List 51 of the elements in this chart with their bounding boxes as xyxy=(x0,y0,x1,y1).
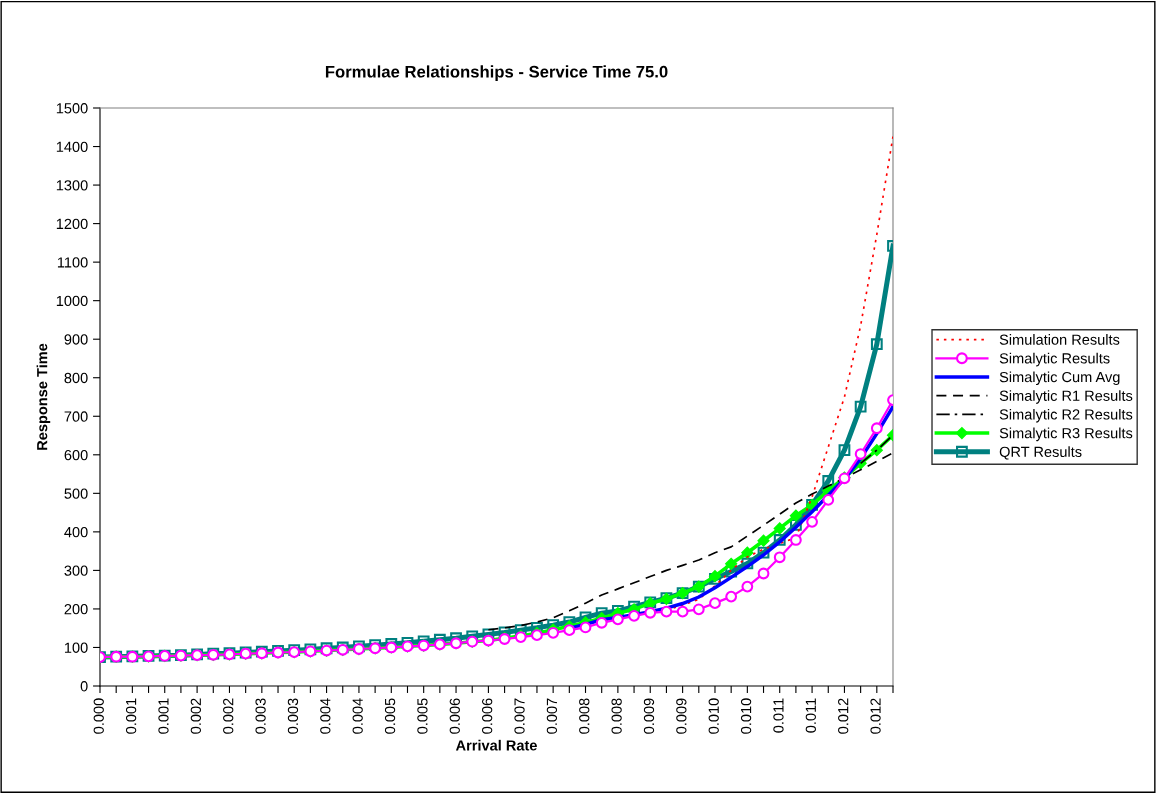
y-tick-label: 1200 xyxy=(56,218,88,230)
x-tick-label: 0.009 xyxy=(643,698,655,734)
x-tick-label: 0.012 xyxy=(838,698,849,734)
y-tick-label: 1300 xyxy=(56,180,88,191)
x-tick-label: 0.005 xyxy=(384,698,396,734)
x-tick-label: 0.007 xyxy=(514,698,525,734)
y-tick-label: 600 xyxy=(64,449,88,461)
x-tick-label: 0.008 xyxy=(611,698,622,734)
y-tick-label: 1400 xyxy=(56,141,88,152)
y-tick-label: 1000 xyxy=(56,295,88,307)
y-axis-title: Response Time xyxy=(36,343,51,450)
x-tick-label: 0.005 xyxy=(417,698,428,734)
y-tick-label: 300 xyxy=(64,565,88,576)
x-tick-label: 0.004 xyxy=(320,698,331,734)
x-tick-label: 0.010 xyxy=(740,698,752,734)
y-tick-label: 100 xyxy=(64,642,88,653)
x-tick-label: 0.008 xyxy=(579,698,590,734)
legend-label: QRT Results xyxy=(999,446,1082,460)
x-tick-label: 0.003 xyxy=(255,698,266,734)
x-tick-label: 0.001 xyxy=(158,698,169,734)
x-tick-label: 0.002 xyxy=(223,698,234,734)
legend-label: Simulation Results xyxy=(999,334,1120,345)
legend-label: Simalytic Results xyxy=(999,352,1110,367)
chart-title: Formulae Relationships - Service Time 75.0 xyxy=(325,65,668,81)
x-axis-title: Arrival Rate xyxy=(455,739,537,751)
y-tick-label: 1100 xyxy=(57,257,88,268)
y-tick-label: 0 xyxy=(80,681,88,692)
x-tick-label: 0.007 xyxy=(546,698,558,734)
x-tick-label: 0.012 xyxy=(870,698,881,734)
legend-label: Simalytic R1 Results xyxy=(999,390,1133,404)
x-tick-label: 0.006 xyxy=(482,698,493,734)
y-tick-label: 500 xyxy=(64,488,88,499)
y-tick-label: 1500 xyxy=(56,103,88,114)
x-tick-label: 0.010 xyxy=(708,698,719,734)
x-tick-label: 0.004 xyxy=(352,698,363,734)
x-tick-label: 0.003 xyxy=(287,698,299,734)
x-tick-label: 0.009 xyxy=(676,698,687,734)
x-tick-label: 0.000 xyxy=(93,698,104,734)
legend-label: Simalytic R3 Results xyxy=(999,427,1133,442)
y-tick-label: 800 xyxy=(64,372,88,384)
x-tick-label: 0.002 xyxy=(190,698,202,734)
legend-label: Simalytic R2 Results xyxy=(999,408,1133,423)
y-tick-label: 400 xyxy=(64,526,88,538)
y-tick-label: 700 xyxy=(64,411,88,422)
y-tick-label: 900 xyxy=(64,334,88,345)
x-tick-label: 0.001 xyxy=(125,698,137,734)
y-tick-label: 200 xyxy=(64,604,88,615)
x-tick-label: 0.011 xyxy=(805,698,816,733)
legend-label: Simalytic Cum Avg xyxy=(999,371,1120,386)
x-tick-label: 0.011 xyxy=(773,698,784,733)
x-tick-label: 0.006 xyxy=(449,698,460,734)
